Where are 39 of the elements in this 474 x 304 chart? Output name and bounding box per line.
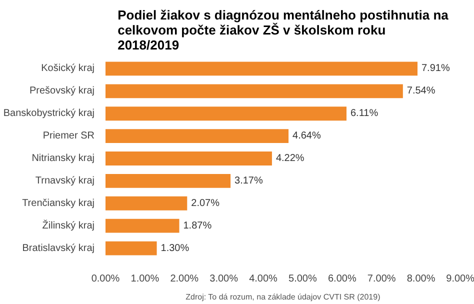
data-label: 2.07% <box>191 198 220 209</box>
data-label: 3.17% <box>234 175 263 186</box>
data-label: 1.30% <box>160 242 190 254</box>
y-tick-label: Košický kraj <box>41 63 95 74</box>
bar <box>106 174 231 188</box>
data-label: 7.91% <box>422 63 450 74</box>
x-tick-label: 0.00% <box>91 274 120 284</box>
bar <box>106 218 180 233</box>
bar <box>106 152 272 166</box>
x-tick-label: 5.00% <box>288 274 318 284</box>
x-tick-label: 2.00% <box>170 274 199 284</box>
y-tick-label: Trenčiansky kraj <box>22 198 95 209</box>
data-label: 6.11% <box>350 108 378 120</box>
chart-title: Podiel žiakov s diagnózou mentálneho postihnutia na celkovom počte žiakov ZŠ v školskom roku 2018/2019 <box>118 8 450 52</box>
data-label: 7.54% <box>406 86 436 97</box>
bar <box>106 129 289 144</box>
x-tick-label: 4.00% <box>249 274 278 284</box>
x-tick-label: 1.00% <box>130 274 160 284</box>
bar <box>106 106 347 121</box>
data-label: 4.64% <box>292 130 321 142</box>
y-tick-label: Prešovský kraj <box>29 86 94 97</box>
y-tick-label: Bratislavský kraj <box>22 242 95 254</box>
bar <box>106 84 403 98</box>
data-label: 4.22% <box>276 153 304 164</box>
bar <box>106 241 157 256</box>
bar <box>106 62 418 76</box>
x-tick-label: 7.00% <box>367 274 396 284</box>
x-tick-label: 9.00% <box>446 274 474 284</box>
text: Zdroj: To dá rozum, na základe údajov CVTI SR (2019) <box>186 292 381 302</box>
bar <box>106 196 188 210</box>
data-label: 1.87% <box>183 220 212 232</box>
y-tick-label: Priemer SR <box>42 130 95 142</box>
x-tick-label: 3.00% <box>210 274 238 284</box>
y-tick-label: Banskobystrický kraj <box>3 108 95 120</box>
x-tick-label: 6.00% <box>328 274 356 284</box>
y-tick-label: Nitriansky kraj <box>32 153 95 164</box>
x-tick-label: 8.00% <box>406 274 436 284</box>
y-tick-label: Žilinský kraj <box>42 219 95 232</box>
y-tick-label: Trnavský kraj <box>35 175 95 186</box>
